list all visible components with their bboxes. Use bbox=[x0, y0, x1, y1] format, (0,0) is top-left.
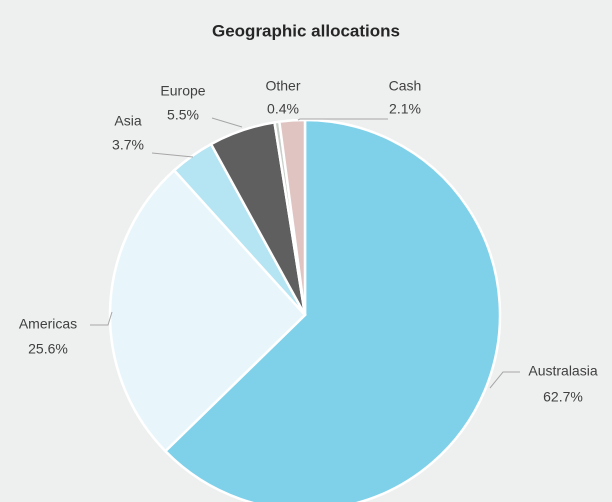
leader-line bbox=[297, 118, 388, 121]
slice-value-label: 3.7% bbox=[112, 137, 144, 153]
leader-line bbox=[90, 311, 113, 326]
slice-value-label: 62.7% bbox=[543, 389, 583, 405]
slice-label: Other bbox=[265, 78, 300, 94]
slice-label: Australasia bbox=[528, 363, 597, 379]
leader-line bbox=[151, 152, 194, 158]
pie-slice bbox=[277, 118, 307, 316]
pie-slice bbox=[163, 118, 502, 502]
slice-value-label: 0.4% bbox=[267, 101, 299, 117]
slice-value-label: 5.5% bbox=[167, 107, 199, 123]
slice-value-label: 2.1% bbox=[389, 101, 421, 117]
chart-title: Geographic allocations bbox=[212, 21, 400, 40]
slice-label: Europe bbox=[160, 83, 205, 99]
pie-slice bbox=[108, 168, 307, 453]
slice-label: Americas bbox=[19, 316, 77, 332]
slice-label: Asia bbox=[114, 113, 141, 129]
slice-label: Cash bbox=[389, 78, 422, 94]
leader-line bbox=[211, 117, 243, 128]
leader-line bbox=[489, 371, 520, 389]
slice-value-label: 25.6% bbox=[28, 341, 68, 357]
